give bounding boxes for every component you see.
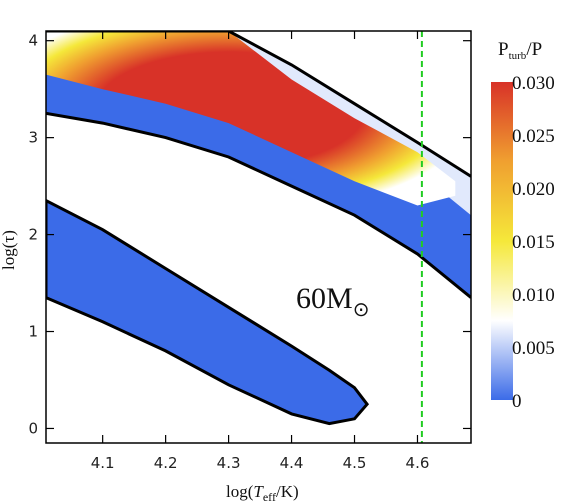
plot-frame (45, 30, 472, 444)
x-tick-label: 4.5 (343, 454, 367, 472)
colorbar (491, 82, 513, 400)
colorbar-ticks: 0.030 0.025 0.020 0.015 0.010 0.005 0 (512, 73, 555, 412)
y-tick-label: 4 (28, 32, 38, 50)
x-tick-label: 4.1 (91, 454, 115, 472)
upper-band-outline (46, 31, 471, 299)
turbulent-pressure-core (46, 31, 456, 206)
x-tick-label: 4.2 (154, 454, 178, 472)
y-axis: 0 1 2 3 4 (28, 32, 471, 437)
mass-annotation: 60M⊙ (296, 282, 369, 321)
x-axis-title: log(Teff/K) (226, 482, 299, 503)
x-tick-label: 4.6 (406, 454, 430, 472)
colorbar-tick-label: 0.020 (512, 179, 555, 200)
y-tick-label: 3 (28, 129, 38, 147)
x-tick-label: 4.3 (217, 454, 241, 472)
colorbar-tick-label: 0.015 (512, 232, 555, 253)
colorbar-tick-label: 0.005 (512, 338, 555, 359)
y-tick-label: 0 (28, 419, 38, 437)
colorbar-tick-label: 0 (512, 391, 522, 412)
y-tick-label: 2 (28, 226, 38, 244)
colorbar-title: Pturb/P (498, 39, 542, 62)
colorbar-tick-label: 0.030 (512, 73, 555, 94)
plot-area (46, 31, 471, 443)
y-axis-title: log(τ) (0, 230, 18, 270)
y-tick-label: 1 (28, 323, 38, 341)
x-tick-label: 4.4 (280, 454, 304, 472)
x-axis: 4.1 4.2 4.3 4.4 4.5 4.6 (91, 31, 430, 472)
lower-band-region (46, 198, 370, 426)
colorbar-tick-label: 0.025 (512, 126, 555, 147)
colorbar-tick-label: 0.010 (512, 285, 555, 306)
